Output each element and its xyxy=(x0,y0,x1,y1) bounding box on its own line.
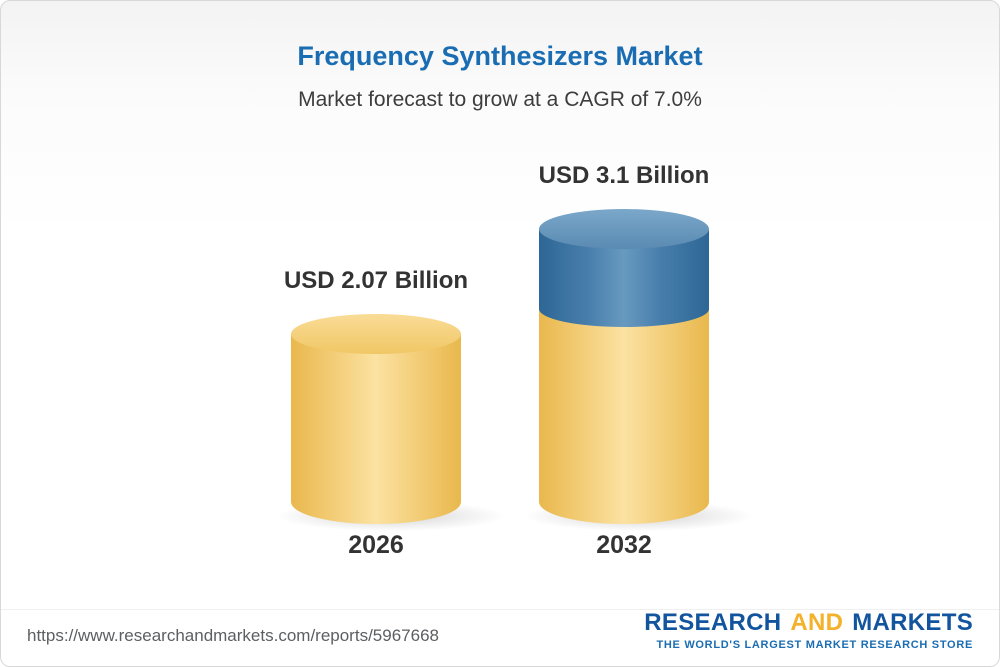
chart-title: Frequency Synthesizers Market xyxy=(297,41,703,71)
value-label-2032: USD 3.1 Billion xyxy=(538,162,710,189)
category-label-2032: 2032 xyxy=(596,531,652,559)
logo-tagline: THE WORLD'S LARGEST MARKET RESEARCH STOR… xyxy=(656,639,973,652)
logo-word-and: AND xyxy=(790,608,844,636)
base-segment-body-2026 xyxy=(291,334,461,524)
cylinder-top-face-2032 xyxy=(539,209,709,249)
logo-word-markets: MARKETS xyxy=(852,608,973,636)
cylinder-top-face-2026 xyxy=(291,314,461,354)
report-url: https://www.researchandmarkets.com/repor… xyxy=(27,626,439,645)
footer-divider xyxy=(1,609,999,610)
logo-wordmark: RESEARCH AND MARKETS xyxy=(644,609,973,637)
value-label-2026: USD 2.07 Billion xyxy=(283,267,469,294)
research-and-markets-logo: RESEARCH AND MARKETS THE WORLD'S LARGEST… xyxy=(644,609,973,652)
logo-word-research: RESEARCH xyxy=(644,608,782,636)
chart-subtitle: Market forecast to grow at a CAGR of 7.0… xyxy=(298,88,702,111)
category-label-2026: 2026 xyxy=(348,531,404,559)
bar-2026 xyxy=(291,314,461,524)
bar-2032 xyxy=(539,209,709,524)
